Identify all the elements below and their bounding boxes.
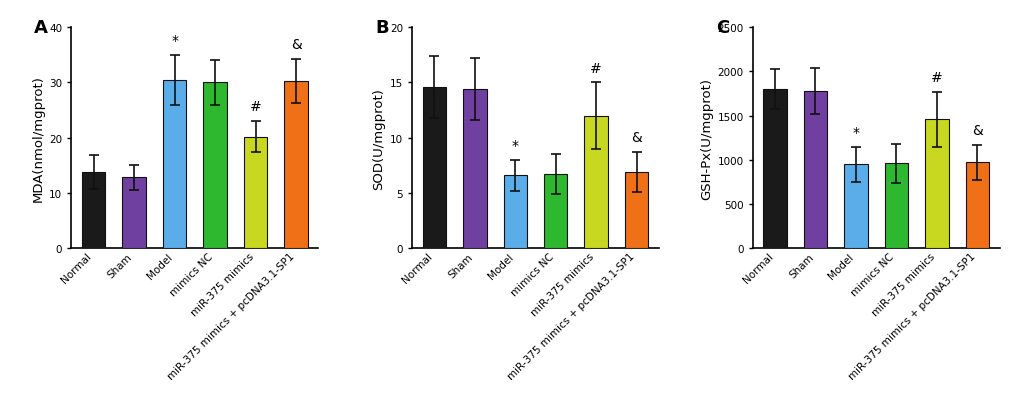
- Bar: [584, 116, 607, 249]
- Bar: [163, 81, 186, 249]
- Text: C: C: [715, 19, 729, 37]
- Bar: [463, 90, 486, 249]
- Bar: [284, 82, 308, 249]
- Bar: [82, 172, 105, 249]
- Bar: [762, 90, 786, 249]
- Text: #: #: [250, 100, 261, 114]
- Text: B: B: [375, 19, 388, 37]
- Text: *: *: [852, 126, 859, 140]
- Y-axis label: SOD(U/mgprot): SOD(U/mgprot): [372, 87, 385, 189]
- Text: *: *: [512, 139, 519, 153]
- Bar: [625, 172, 648, 249]
- Bar: [883, 164, 907, 249]
- Bar: [203, 83, 226, 249]
- Bar: [844, 165, 867, 249]
- Bar: [503, 176, 527, 249]
- Bar: [803, 91, 826, 249]
- Bar: [965, 163, 988, 249]
- Text: &: &: [971, 124, 981, 138]
- Bar: [543, 175, 567, 249]
- Y-axis label: GSH-Px(U/mgprot): GSH-Px(U/mgprot): [700, 77, 712, 199]
- Text: #: #: [930, 71, 942, 85]
- Text: #: #: [590, 61, 601, 75]
- Text: &: &: [631, 131, 641, 145]
- Bar: [122, 178, 146, 249]
- Bar: [244, 137, 267, 249]
- Text: *: *: [171, 34, 178, 48]
- Bar: [422, 87, 445, 249]
- Y-axis label: MDA(nmol/mgprot): MDA(nmol/mgprot): [32, 75, 45, 202]
- Bar: [924, 120, 948, 249]
- Text: &: &: [290, 38, 301, 52]
- Text: A: A: [35, 19, 48, 37]
